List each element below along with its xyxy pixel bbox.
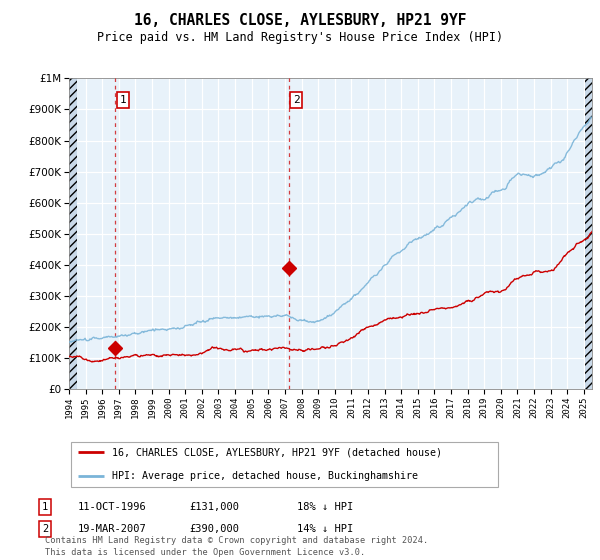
Text: Contains HM Land Registry data © Crown copyright and database right 2024.
This d: Contains HM Land Registry data © Crown c… [45,536,428,557]
Text: £390,000: £390,000 [189,524,239,534]
Text: 16, CHARLES CLOSE, AYLESBURY, HP21 9YF (detached house): 16, CHARLES CLOSE, AYLESBURY, HP21 9YF (… [112,447,442,457]
Text: 2: 2 [42,524,48,534]
Text: Price paid vs. HM Land Registry's House Price Index (HPI): Price paid vs. HM Land Registry's House … [97,31,503,44]
Text: 1: 1 [119,95,126,105]
Text: 11-OCT-1996: 11-OCT-1996 [78,502,147,512]
Text: 1: 1 [42,502,48,512]
Text: 14% ↓ HPI: 14% ↓ HPI [297,524,353,534]
Text: 16, CHARLES CLOSE, AYLESBURY, HP21 9YF: 16, CHARLES CLOSE, AYLESBURY, HP21 9YF [134,13,466,28]
Text: HPI: Average price, detached house, Buckinghamshire: HPI: Average price, detached house, Buck… [112,471,418,481]
FancyBboxPatch shape [71,442,498,487]
Text: 2: 2 [293,95,299,105]
Text: £131,000: £131,000 [189,502,239,512]
Text: 19-MAR-2007: 19-MAR-2007 [78,524,147,534]
Text: 18% ↓ HPI: 18% ↓ HPI [297,502,353,512]
